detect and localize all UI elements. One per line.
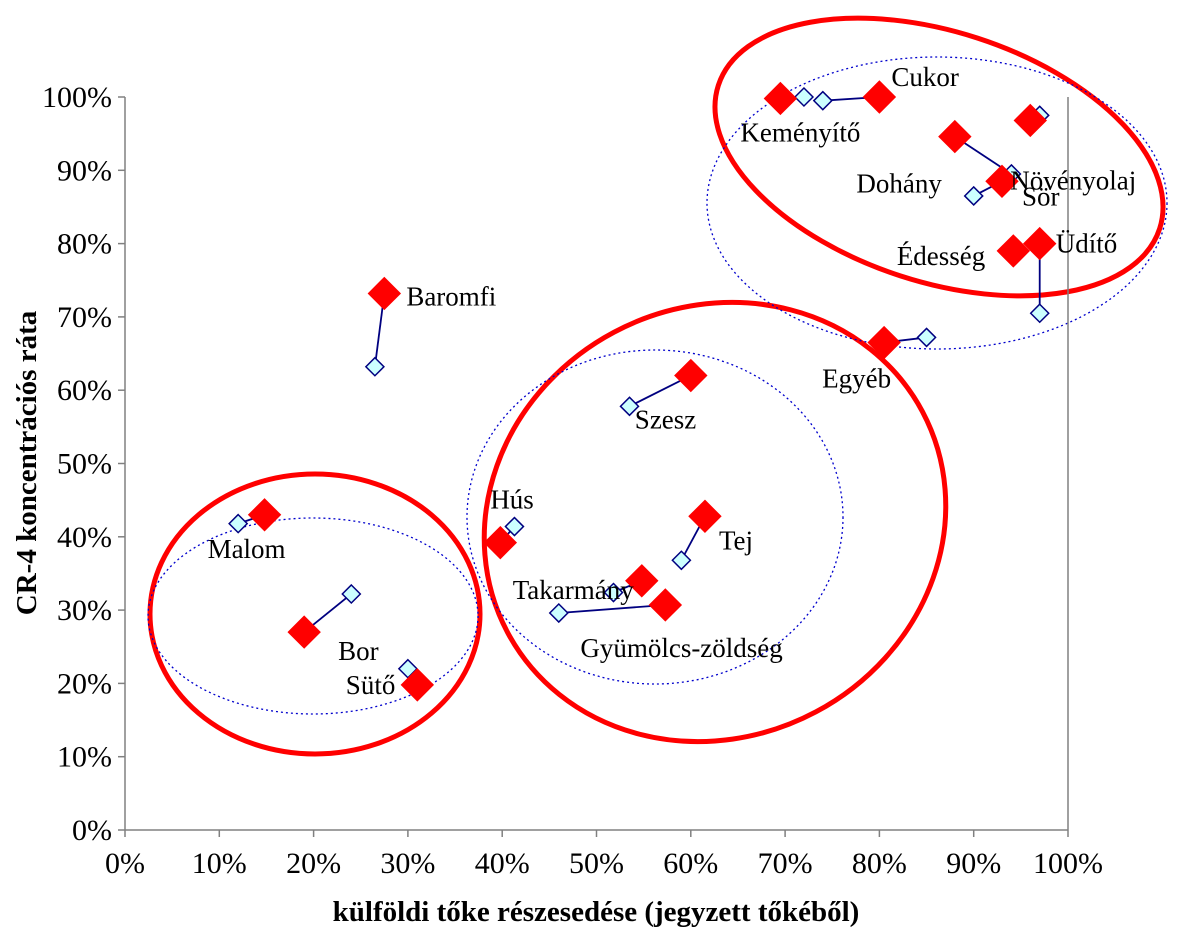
point-label: Sör bbox=[1022, 181, 1060, 211]
previous-point bbox=[603, 582, 624, 603]
current-point bbox=[938, 119, 972, 154]
point-label: Takarmány bbox=[513, 575, 635, 605]
point-label: Édesség bbox=[897, 241, 985, 271]
y-axis-title: CR-4 koncentrációs ráta bbox=[11, 310, 43, 615]
current-point bbox=[763, 81, 798, 116]
previous-point bbox=[963, 185, 984, 207]
current-point bbox=[287, 615, 321, 649]
cluster-ellipse-mid bbox=[481, 299, 949, 745]
y-axis-ticks: 0% 10% 20% 30% 40% 50% 60% 70% 80% 90% 100% bbox=[42, 81, 125, 847]
cluster-ellipses bbox=[147, 15, 1168, 757]
point-label: Üdítő bbox=[1056, 229, 1118, 259]
x-tick-label: 0% bbox=[105, 847, 145, 880]
point-label: Hús bbox=[490, 485, 534, 515]
x-tick-label: 30% bbox=[380, 847, 435, 880]
point-label: Bor bbox=[338, 636, 379, 666]
point-label: Tej bbox=[719, 525, 753, 555]
cluster-ellipse-high bbox=[712, 15, 1166, 299]
point-label: Cukor bbox=[891, 62, 959, 92]
y-tick-label: 100% bbox=[42, 81, 112, 114]
x-tick-label: 10% bbox=[192, 847, 247, 880]
current-point bbox=[483, 525, 518, 560]
point-label: Baromfi bbox=[406, 281, 496, 311]
y-tick-label: 80% bbox=[57, 228, 112, 261]
y-tick-label: 20% bbox=[57, 667, 112, 700]
x-tick-label: 50% bbox=[569, 847, 624, 880]
current-point bbox=[674, 358, 708, 393]
previous-point bbox=[228, 513, 249, 534]
current-point bbox=[367, 276, 402, 311]
y-tick-label: 40% bbox=[57, 521, 112, 554]
current-point bbox=[247, 498, 282, 532]
point-label: Sütő bbox=[346, 670, 396, 700]
point-label: Szesz bbox=[635, 405, 696, 435]
current-point bbox=[1013, 103, 1047, 138]
x-axis-ticks: 0% 10% 20% 30% 40% 50% 60% 70% 80% 90% 100% bbox=[105, 830, 1103, 880]
current-point bbox=[867, 325, 901, 360]
y-tick-label: 10% bbox=[57, 741, 112, 774]
current-point bbox=[400, 668, 435, 702]
x-tick-label: 70% bbox=[758, 847, 813, 880]
previous-point bbox=[619, 396, 640, 417]
current-point bbox=[862, 80, 897, 114]
x-tick-label: 80% bbox=[852, 847, 907, 880]
current-point bbox=[688, 499, 722, 533]
y-tick-label: 50% bbox=[57, 448, 112, 481]
dotted-ellipse-high bbox=[706, 56, 1168, 350]
previous-point bbox=[548, 602, 569, 624]
x-tick-label: 100% bbox=[1033, 847, 1103, 880]
y-tick-label: 70% bbox=[57, 301, 112, 334]
dotted-ellipse-low bbox=[147, 517, 479, 715]
point-label: Gyümölcs-zöldség bbox=[580, 633, 782, 663]
previous-point bbox=[504, 516, 525, 537]
cluster-ellipse-low bbox=[147, 471, 483, 757]
previous-point bbox=[916, 327, 937, 348]
current-point bbox=[1023, 226, 1057, 261]
point-label: Keményítő bbox=[740, 117, 860, 147]
previous-point bbox=[1029, 303, 1050, 324]
x-tick-label: 40% bbox=[475, 847, 530, 880]
current-point bbox=[625, 564, 659, 598]
x-tick-label: 90% bbox=[946, 847, 1001, 880]
y-tick-label: 90% bbox=[57, 154, 112, 187]
current-markers bbox=[247, 80, 1057, 702]
x-tick-label: 60% bbox=[663, 847, 718, 880]
previous-point bbox=[812, 90, 833, 111]
previous-point bbox=[364, 356, 385, 377]
x-axis-title: külföldi tőke részesedése (jegyzett tőké… bbox=[333, 896, 860, 928]
point-labels: Cukor Keményítő Növényolaj Dohány Sör Édesség… bbox=[208, 62, 1137, 700]
point-label: Malom bbox=[208, 534, 286, 564]
current-point bbox=[996, 234, 1031, 268]
dotted-ellipse-mid bbox=[466, 349, 844, 685]
previous-point bbox=[671, 550, 692, 571]
x-tick-label: 20% bbox=[286, 847, 341, 880]
previous-point bbox=[793, 86, 815, 108]
point-label: Dohány bbox=[856, 169, 942, 199]
point-label: Egyéb bbox=[822, 364, 891, 394]
y-tick-label: 60% bbox=[57, 374, 112, 407]
point-label: Növényolaj bbox=[1010, 165, 1136, 195]
current-point bbox=[648, 588, 683, 622]
current-point bbox=[985, 164, 1019, 199]
y-tick-label: 30% bbox=[57, 594, 112, 627]
y-tick-label: 0% bbox=[72, 814, 112, 847]
previous-point bbox=[341, 583, 362, 605]
connector-line bbox=[558, 604, 666, 614]
